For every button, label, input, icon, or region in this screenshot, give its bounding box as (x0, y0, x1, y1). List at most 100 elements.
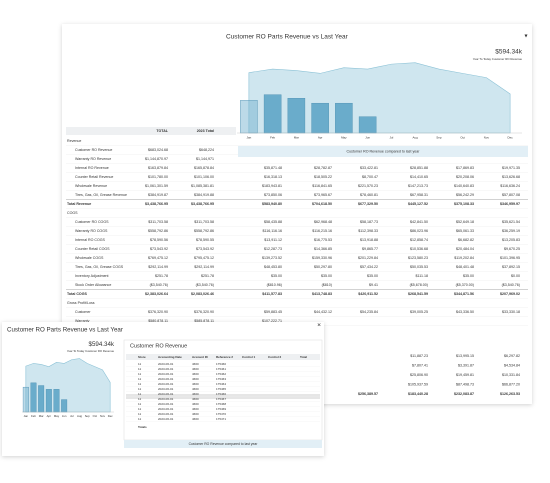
row-label: Inventory Adjustment (75, 274, 109, 278)
cell: 4660 (192, 407, 199, 411)
cell: 175465 (216, 387, 226, 391)
x-tick-label: Nov (484, 135, 490, 139)
bar[interactable] (311, 102, 329, 134)
cell: $251.78 (201, 274, 214, 278)
cell: $139,273.52 (262, 256, 282, 260)
cell: $147,213.73 (408, 184, 428, 188)
cell: $16,775.53 (314, 238, 332, 242)
cell: $384,919.87 (148, 193, 168, 197)
x-tick-label: May (341, 135, 347, 139)
cell: $251.78 (155, 274, 168, 278)
cell: $126,263.53 (500, 392, 520, 396)
cell: $58,435.88 (264, 220, 282, 224)
cell: $33,422.81 (360, 166, 378, 170)
x-tick-label: May (54, 414, 60, 418)
cell: $58,187.73 (360, 220, 378, 224)
x-tick-label: Aug (413, 135, 419, 139)
bar[interactable] (335, 102, 353, 134)
cell: 4660 (192, 382, 199, 386)
row-label: Wholesale Revenue (75, 184, 107, 188)
x-tick-label: Nov (100, 414, 106, 418)
cell: 175464 (216, 382, 226, 386)
cell: 11 (138, 382, 141, 386)
chart-total: $594.34k (495, 49, 522, 56)
row-label: Internal RO COGS (75, 238, 106, 242)
dropdown-icon[interactable]: ▾ (524, 34, 527, 40)
x-tick-label: Dec (508, 135, 514, 139)
close-icon[interactable]: ✕ (317, 322, 321, 328)
row-label: Counter Retail COGS (75, 247, 110, 251)
banner-text: Customer RO Revenue compared to last yea… (347, 149, 421, 153)
cell: $57,434.22 (360, 265, 378, 269)
cell: $48,401.48 (456, 265, 474, 269)
cell: $16,318.13 (264, 175, 282, 179)
bar[interactable] (30, 382, 37, 413)
bar[interactable] (240, 100, 258, 134)
cell: ($3,540.76) (150, 283, 168, 287)
cell: $163,879.84 (148, 166, 168, 170)
x-tick-label: Jun (62, 414, 67, 418)
cell: ($810.96) (267, 283, 282, 287)
column-header: Store (138, 355, 146, 359)
row-label: Stock Order Allowance (75, 283, 111, 287)
cell: $101,396.95 (500, 256, 520, 260)
cell: $101,780.00 (148, 175, 168, 179)
bar[interactable] (61, 399, 68, 413)
cell: $346,959.97 (500, 202, 520, 206)
cell: $116,215.16 (312, 229, 332, 233)
cell: $683,024.68 (148, 148, 168, 152)
cell: $420,911.52 (358, 292, 378, 296)
cell: 11 (138, 372, 141, 376)
cell: $28,782.87 (314, 166, 332, 170)
bar[interactable] (45, 389, 52, 413)
bar[interactable] (358, 116, 377, 134)
cell: $19,971.35 (502, 166, 520, 170)
row-label: Warranty (75, 319, 90, 323)
cell: $57,807.08 (502, 193, 520, 197)
bar[interactable] (263, 94, 282, 134)
cell: $19,459.81 (456, 373, 474, 377)
cell: 175467 (216, 397, 226, 401)
bar[interactable] (38, 385, 45, 413)
cell: $292,114.99 (194, 265, 214, 269)
cell: 175471 (216, 417, 226, 421)
row-label: Customer (75, 310, 91, 314)
row-label: Internal RO Revenue (75, 166, 109, 170)
cell: $375,108.33 (454, 202, 474, 206)
cell: $2,083,026.46 (191, 292, 214, 296)
bar[interactable] (22, 386, 29, 413)
x-tick-label: Mar (294, 135, 299, 139)
cell: $1,144,971 (196, 157, 214, 161)
cell: $1,085,381.81 (191, 184, 214, 188)
cell: $7,807.41 (412, 363, 428, 367)
cell: $344,871.56 (454, 292, 474, 296)
chart-subtitle: Year To Today Customer RO Revenue (473, 57, 523, 61)
cell: $445,127.52 (408, 202, 428, 206)
row-label: Warranty RO Revenue (75, 157, 111, 161)
cell: 175469 (216, 407, 226, 411)
cell: $9,670.25 (504, 247, 520, 251)
cell: 2023-06-01 (158, 417, 174, 421)
cell: $2,383,026.64 (145, 292, 168, 296)
x-tick-label: Sep (436, 135, 442, 139)
row-label: Customer RO Revenue (75, 148, 112, 152)
table-title: Customer RO Revenue (130, 343, 187, 349)
cell: 2023-06-01 (158, 382, 174, 386)
bar[interactable] (287, 98, 306, 134)
cell: $183,943.81 (262, 184, 282, 188)
bar[interactable] (53, 389, 60, 413)
cell: $704,618.50 (312, 202, 332, 206)
cell: 4660 (192, 387, 199, 391)
front-panel: ✕ Customer RO Parts Revenue vs Last Year… (2, 322, 324, 456)
chart-title: Customer RO Parts Revenue vs Last Year (226, 34, 349, 41)
row-label: COGS (67, 211, 78, 215)
column-header: Accounting Date (158, 355, 182, 359)
cell: $43,336.50 (456, 310, 474, 314)
cell: $18,505.22 (314, 175, 332, 179)
cell: 11 (138, 387, 141, 391)
cell: $1,144,870.97 (145, 157, 168, 161)
cell: $256,389.57 (358, 392, 378, 396)
cell: 11 (138, 402, 141, 406)
cell: $13,918.88 (360, 238, 378, 242)
